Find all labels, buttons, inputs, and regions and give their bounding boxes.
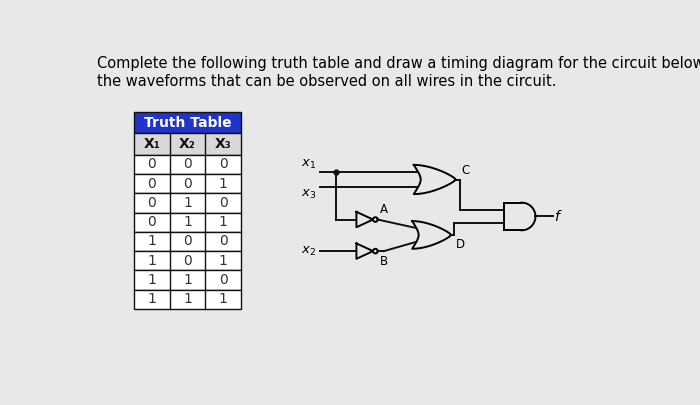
Text: 1: 1 xyxy=(218,292,228,306)
Text: 0: 0 xyxy=(218,234,228,249)
Bar xyxy=(134,213,241,232)
Text: X₂: X₂ xyxy=(179,137,196,151)
Bar xyxy=(134,155,241,174)
Text: 1: 1 xyxy=(148,273,156,287)
Bar xyxy=(134,251,241,271)
Text: $x_2$: $x_2$ xyxy=(301,245,316,258)
Bar xyxy=(134,133,241,155)
Text: 1: 1 xyxy=(148,254,156,268)
Text: Truth Table: Truth Table xyxy=(144,115,231,130)
Text: 0: 0 xyxy=(218,196,228,210)
Bar xyxy=(134,232,241,251)
Text: 1: 1 xyxy=(183,215,192,229)
Text: 1: 1 xyxy=(183,273,192,287)
Bar xyxy=(134,193,241,213)
Text: B: B xyxy=(380,255,388,268)
Text: X₃: X₃ xyxy=(215,137,232,151)
Text: $f$: $f$ xyxy=(554,209,563,224)
Text: 0: 0 xyxy=(218,158,228,171)
Bar xyxy=(134,174,241,193)
Text: D: D xyxy=(456,238,465,251)
Text: C: C xyxy=(461,164,469,177)
Text: 0: 0 xyxy=(148,215,156,229)
Text: $x_3$: $x_3$ xyxy=(301,188,316,201)
Text: A: A xyxy=(380,203,388,216)
Text: 0: 0 xyxy=(183,158,192,171)
Text: 1: 1 xyxy=(183,196,192,210)
Text: Complete the following truth table and draw a timing diagram for the circuit bel: Complete the following truth table and d… xyxy=(97,56,700,89)
Text: 0: 0 xyxy=(148,196,156,210)
Text: 1: 1 xyxy=(148,292,156,306)
Text: 0: 0 xyxy=(148,158,156,171)
Text: 1: 1 xyxy=(218,254,228,268)
Text: 1: 1 xyxy=(148,234,156,249)
Text: 0: 0 xyxy=(148,177,156,191)
Text: 0: 0 xyxy=(218,273,228,287)
Text: 0: 0 xyxy=(183,254,192,268)
Text: 0: 0 xyxy=(183,177,192,191)
Text: 1: 1 xyxy=(218,177,228,191)
Text: 1: 1 xyxy=(183,292,192,306)
Bar xyxy=(134,290,241,309)
Bar xyxy=(134,271,241,290)
Bar xyxy=(134,112,241,133)
Text: X₁: X₁ xyxy=(144,137,160,151)
Text: 1: 1 xyxy=(218,215,228,229)
Text: 0: 0 xyxy=(183,234,192,249)
Text: $x_1$: $x_1$ xyxy=(301,158,316,171)
